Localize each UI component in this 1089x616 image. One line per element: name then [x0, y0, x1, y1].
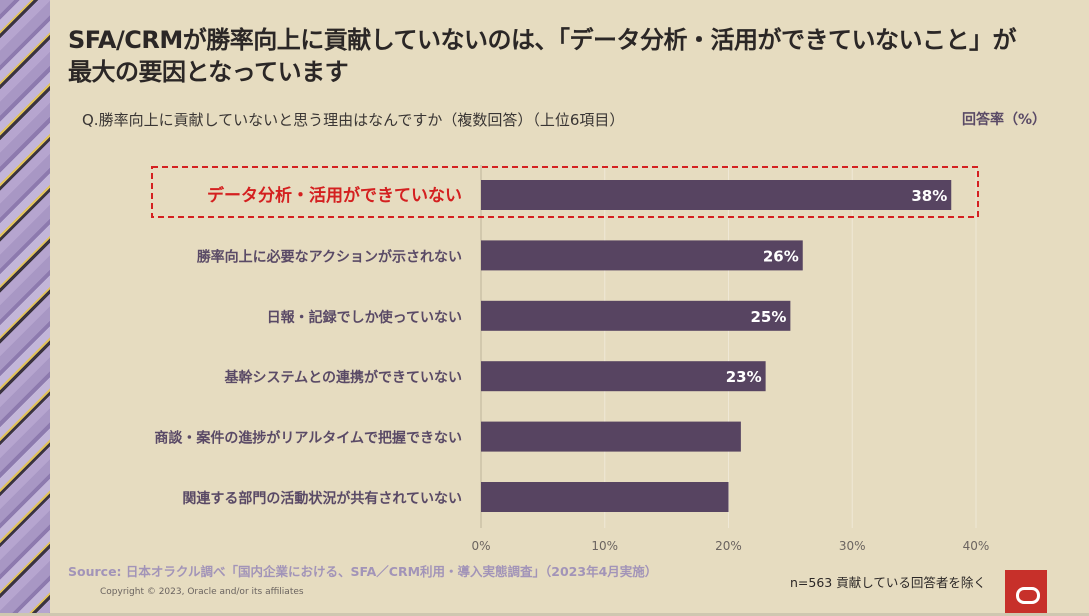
decorative-strip: [0, 0, 50, 616]
copyright-text: Copyright © 2023, Oracle and/or its affi…: [100, 587, 304, 597]
category-label: 商談・案件の進捗がリアルタイムで把握できない: [154, 430, 462, 447]
x-tick-label: 30%: [839, 539, 866, 553]
x-tick-label: 10%: [591, 539, 618, 553]
bar: [481, 240, 803, 271]
category-label: 関連する部門の活動状況が共有されていない: [182, 490, 462, 507]
data-label: 26%: [763, 247, 799, 265]
source-text: Source: 日本オラクル調べ「国内企業における、SFA／CRM利用・導入実態…: [68, 564, 658, 579]
category-label: 日報・記録でしか使っていない: [267, 309, 462, 326]
axis-unit-label: 回答率（%）: [962, 112, 1047, 128]
question-text: Q.勝率向上に貢献していないと思う理由はなんですか（複数回答）（上位6項目）: [82, 111, 625, 129]
data-label: 23%: [726, 368, 762, 386]
x-tick-label: 40%: [963, 539, 990, 553]
x-tick-label: 20%: [715, 539, 742, 553]
oracle-logo: [1005, 570, 1047, 616]
page-title: SFA/CRMが勝率向上に貢献していないのは、「データ分析・活用ができていないこ…: [68, 26, 1017, 86]
sample-note: n=563 貢献している回答者を除く: [790, 575, 986, 590]
category-label: 基幹システムとの連携ができていない: [225, 369, 462, 386]
bar: [481, 180, 952, 210]
data-label: 38%: [911, 187, 947, 205]
bar: [481, 361, 766, 392]
x-tick-label: 0%: [471, 539, 490, 553]
bar: [481, 421, 741, 452]
category-label: データ分析・活用ができていない: [207, 185, 462, 206]
data-label: 25%: [750, 308, 786, 326]
bar: [481, 300, 791, 331]
divider: [0, 613, 1089, 616]
category-label: 勝率向上に必要なアクションが示されない: [197, 248, 462, 265]
highlight-box: [151, 166, 979, 218]
bar: [481, 482, 729, 512]
